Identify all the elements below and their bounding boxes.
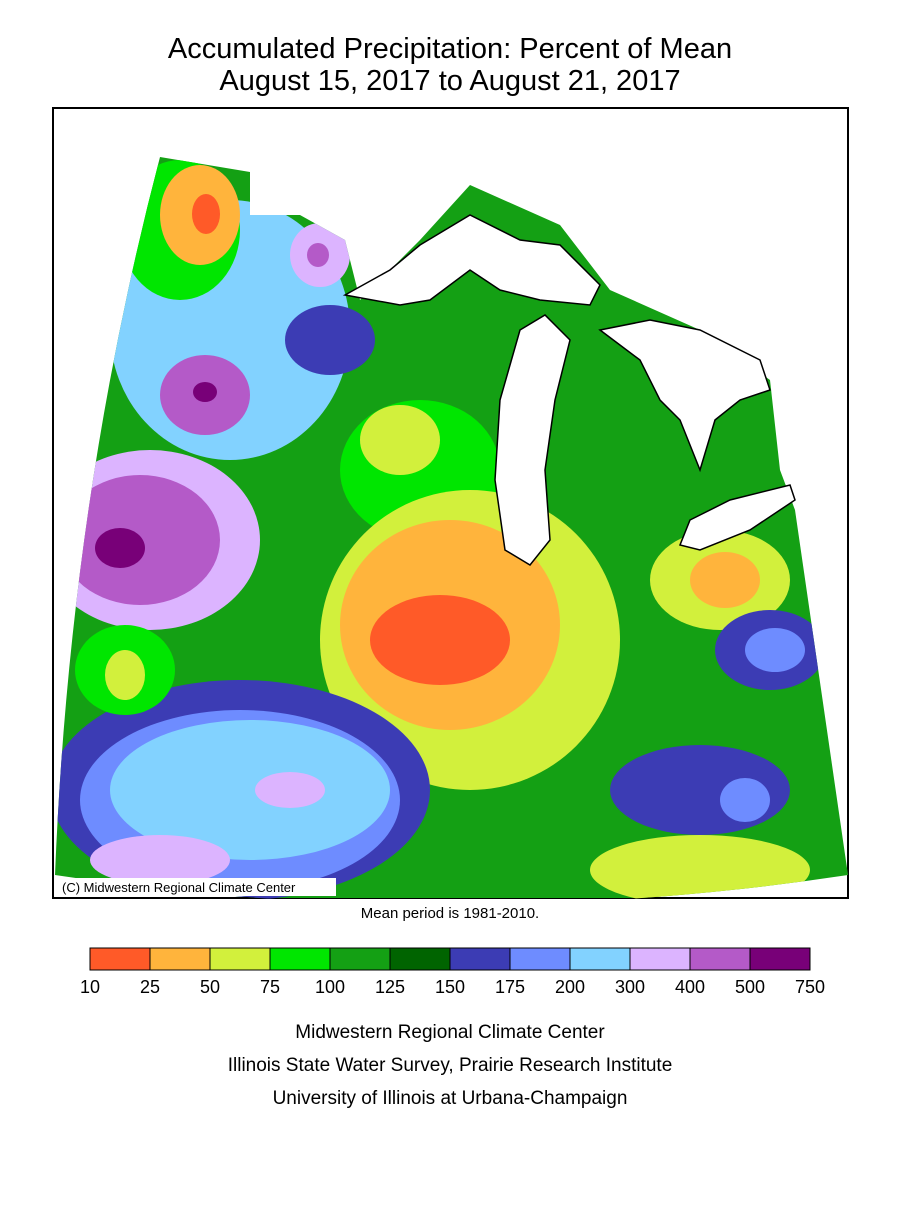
legend-tick-label: 500 — [735, 977, 765, 997]
credit: (C) Midwestern Regional Climate Center — [62, 880, 296, 895]
legend-swatch — [569, 947, 631, 971]
legend-tick-label: 400 — [675, 977, 705, 997]
legend-swatch — [329, 947, 391, 971]
title-line: August 15, 2017 to August 21, 2017 — [219, 65, 680, 97]
legend-swatch — [449, 947, 511, 971]
footer-line: University of Illinois at Urbana-Champai… — [273, 1088, 628, 1109]
legend-swatch — [269, 947, 331, 971]
legend-tick-label: 50 — [200, 977, 220, 997]
title-line: Accumulated Precipitation: Percent of Me… — [168, 33, 732, 65]
legend-tick-label: 25 — [140, 977, 160, 997]
legend-swatch — [629, 947, 691, 971]
lakes — [342, 214, 796, 566]
legend-swatch — [509, 947, 571, 971]
legend-tick-label: 125 — [375, 977, 405, 997]
legend-tick-label: 300 — [615, 977, 645, 997]
legend-tick-label: 200 — [555, 977, 585, 997]
legend-tick-label: 100 — [315, 977, 345, 997]
credit-box — [56, 878, 336, 896]
legend-tick-label: 175 — [495, 977, 525, 997]
note: Mean period is 1981-2010. — [361, 905, 539, 922]
legend-swatch — [749, 947, 811, 971]
legend-tick-label: 10 — [80, 977, 100, 997]
legend-swatch — [689, 947, 751, 971]
legend-swatch — [149, 947, 211, 971]
legend-tick-label: 75 — [260, 977, 280, 997]
legend-tick-label: 150 — [435, 977, 465, 997]
legend-swatch — [89, 947, 151, 971]
legend-swatch — [209, 947, 271, 971]
footer-line: Illinois State Water Survey, Prairie Res… — [228, 1055, 673, 1076]
footer-line: Midwestern Regional Climate Center — [295, 1022, 605, 1043]
legend: 10 25 50 75 100 125 150 175 200 300 400 500 750 — [80, 947, 825, 997]
legend-tick-label: 750 — [795, 977, 825, 997]
legend-swatch — [389, 947, 451, 971]
